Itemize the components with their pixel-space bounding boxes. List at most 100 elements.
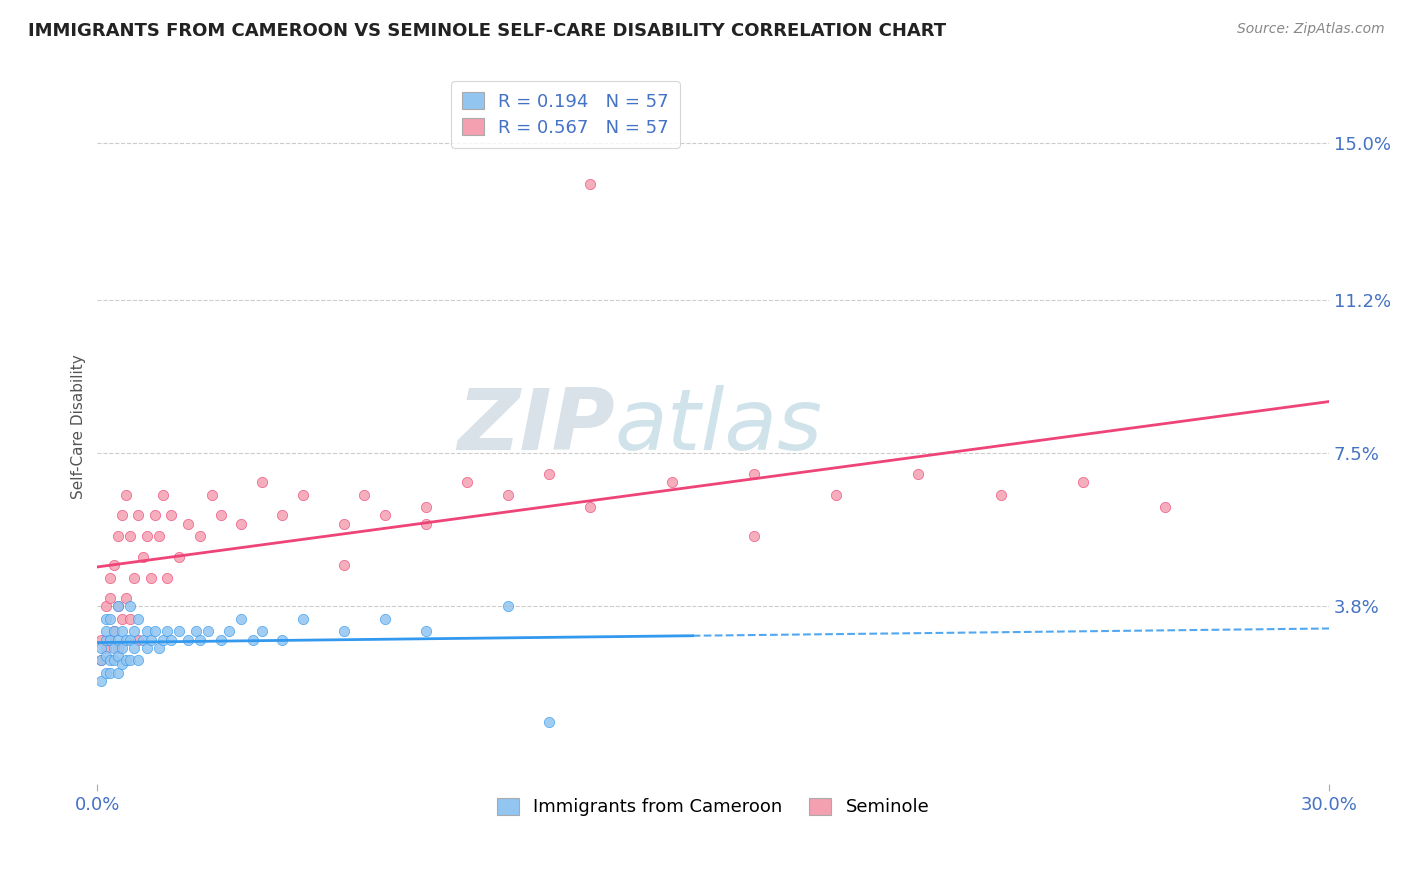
- Point: [94, 632, 117, 647]
- Point: [1071, 475, 1094, 490]
- Point: [209, 632, 232, 647]
- Point: [90, 653, 112, 667]
- Point: [94, 599, 117, 614]
- Point: [115, 632, 138, 647]
- Point: [332, 558, 354, 573]
- Point: [127, 612, 149, 626]
- Point: [135, 640, 157, 655]
- Point: [98, 591, 121, 606]
- Point: [184, 624, 207, 639]
- Point: [127, 632, 149, 647]
- Point: [90, 673, 112, 688]
- Point: [160, 632, 183, 647]
- Point: [152, 488, 174, 502]
- Point: [107, 632, 129, 647]
- Point: [250, 475, 273, 490]
- Point: [825, 488, 848, 502]
- Point: [98, 612, 121, 626]
- Point: [332, 516, 354, 531]
- Point: [152, 632, 174, 647]
- Point: [135, 529, 157, 543]
- Point: [209, 508, 232, 523]
- Point: [742, 467, 765, 481]
- Point: [127, 653, 149, 667]
- Point: [115, 488, 138, 502]
- Point: [103, 640, 125, 655]
- Point: [94, 612, 117, 626]
- Point: [271, 508, 294, 523]
- Point: [160, 508, 183, 523]
- Point: [197, 624, 219, 639]
- Point: [127, 508, 149, 523]
- Point: [107, 649, 129, 664]
- Point: [374, 508, 396, 523]
- Point: [148, 640, 170, 655]
- Point: [90, 632, 112, 647]
- Point: [537, 467, 560, 481]
- Point: [188, 529, 211, 543]
- Point: [415, 500, 437, 515]
- Point: [107, 529, 129, 543]
- Point: [131, 549, 153, 564]
- Point: [353, 488, 375, 502]
- Point: [98, 570, 121, 584]
- Point: [131, 632, 153, 647]
- Point: [291, 488, 314, 502]
- Point: [103, 653, 125, 667]
- Point: [120, 599, 142, 614]
- Text: atlas: atlas: [614, 385, 823, 468]
- Point: [94, 665, 117, 680]
- Point: [374, 612, 396, 626]
- Point: [415, 624, 437, 639]
- Point: [139, 632, 162, 647]
- Y-axis label: Self-Care Disability: Self-Care Disability: [72, 354, 86, 499]
- Point: [229, 516, 252, 531]
- Point: [94, 624, 117, 639]
- Point: [111, 508, 134, 523]
- Point: [98, 632, 121, 647]
- Point: [120, 653, 142, 667]
- Point: [115, 653, 138, 667]
- Point: [218, 624, 240, 639]
- Point: [120, 632, 142, 647]
- Point: [1153, 500, 1175, 515]
- Point: [496, 599, 519, 614]
- Point: [291, 612, 314, 626]
- Point: [661, 475, 683, 490]
- Point: [415, 516, 437, 531]
- Point: [742, 529, 765, 543]
- Point: [90, 653, 112, 667]
- Point: [201, 488, 224, 502]
- Point: [103, 558, 125, 573]
- Point: [271, 632, 294, 647]
- Point: [120, 529, 142, 543]
- Point: [107, 640, 129, 655]
- Point: [242, 632, 264, 647]
- Point: [537, 715, 560, 730]
- Point: [332, 624, 354, 639]
- Point: [124, 624, 146, 639]
- Point: [98, 632, 121, 647]
- Point: [907, 467, 929, 481]
- Point: [103, 624, 125, 639]
- Point: [111, 640, 134, 655]
- Point: [143, 508, 166, 523]
- Point: [188, 632, 211, 647]
- Point: [169, 624, 191, 639]
- Point: [111, 624, 134, 639]
- Point: [94, 649, 117, 664]
- Point: [156, 624, 179, 639]
- Point: [107, 599, 129, 614]
- Point: [176, 516, 198, 531]
- Point: [124, 640, 146, 655]
- Point: [139, 570, 162, 584]
- Text: IMMIGRANTS FROM CAMEROON VS SEMINOLE SELF-CARE DISABILITY CORRELATION CHART: IMMIGRANTS FROM CAMEROON VS SEMINOLE SEL…: [28, 22, 946, 40]
- Point: [990, 488, 1012, 502]
- Point: [107, 599, 129, 614]
- Point: [135, 624, 157, 639]
- Point: [148, 529, 170, 543]
- Point: [250, 624, 273, 639]
- Point: [107, 665, 129, 680]
- Point: [115, 591, 138, 606]
- Point: [579, 500, 602, 515]
